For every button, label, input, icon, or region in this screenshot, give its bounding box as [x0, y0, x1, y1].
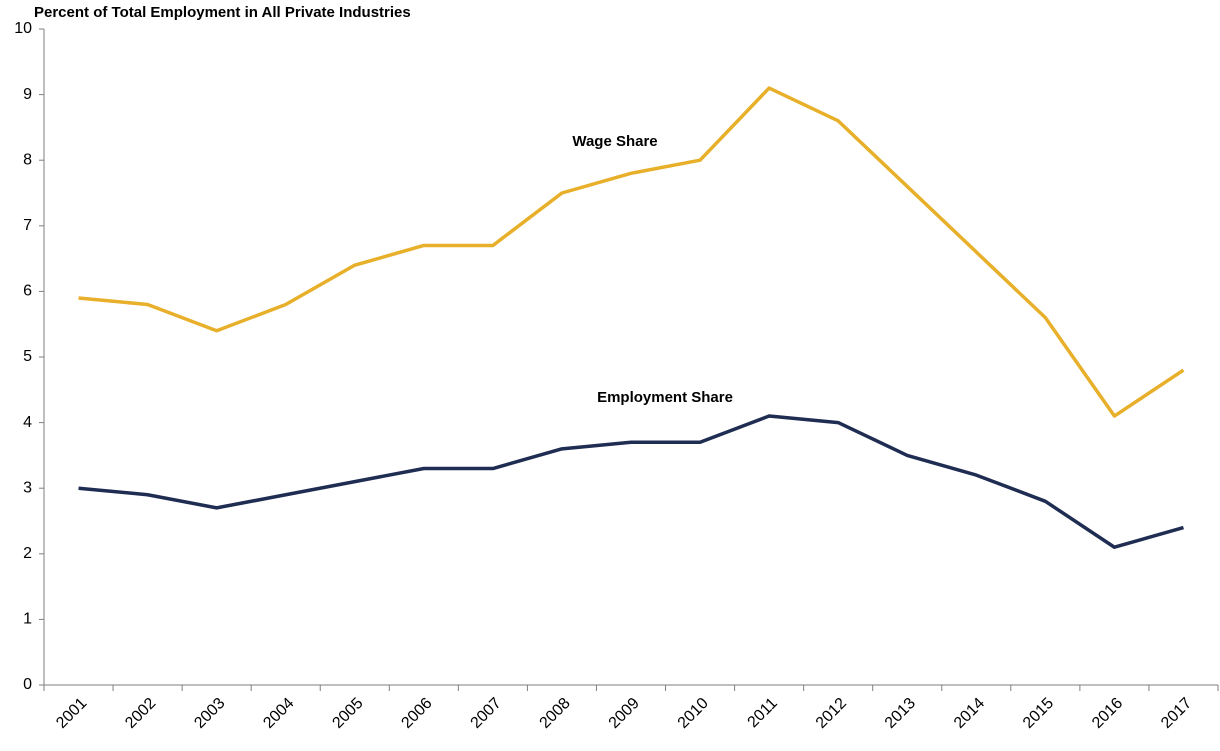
x-tick-label: 2003 [191, 695, 228, 732]
x-tick-label: 2007 [468, 695, 505, 732]
x-tick-label: 2014 [951, 695, 988, 732]
y-tick-label: 0 [23, 676, 32, 693]
x-tick-label: 2015 [1020, 695, 1057, 732]
x-tick-label: 2002 [122, 695, 159, 732]
x-tick-label: 2012 [813, 695, 850, 732]
y-tick-label: 10 [14, 20, 32, 37]
series-label: Wage Share [572, 133, 657, 150]
y-tick-label: 7 [23, 217, 32, 234]
y-tick-label: 3 [23, 479, 32, 496]
series-line [78, 414, 1184, 549]
x-tick-label: 2010 [675, 695, 712, 732]
x-tick-label: 2011 [745, 695, 781, 731]
x-tick-label: 2017 [1158, 695, 1195, 732]
x-tick-label: 2005 [329, 695, 366, 732]
y-tick-label: 9 [23, 86, 32, 103]
x-tick-label: 2001 [53, 695, 90, 732]
x-tick-label: 2004 [260, 695, 297, 732]
x-tick-label: 2013 [882, 695, 919, 732]
chart-title: Percent of Total Employment in All Priva… [34, 4, 411, 21]
y-tick-label: 4 [23, 414, 32, 431]
series-line [78, 86, 1185, 418]
y-tick-label: 5 [23, 348, 32, 365]
y-tick-label: 2 [23, 545, 32, 562]
y-tick-label: 8 [23, 151, 32, 168]
x-tick-label: 2006 [398, 695, 435, 732]
y-tick-label: 6 [23, 283, 32, 300]
x-tick-label: 2016 [1089, 695, 1126, 732]
series-label: Employment Share [597, 389, 733, 406]
y-tick-label: 1 [23, 611, 32, 628]
x-tick-label: 2008 [537, 695, 574, 732]
x-tick-label: 2009 [606, 695, 643, 732]
